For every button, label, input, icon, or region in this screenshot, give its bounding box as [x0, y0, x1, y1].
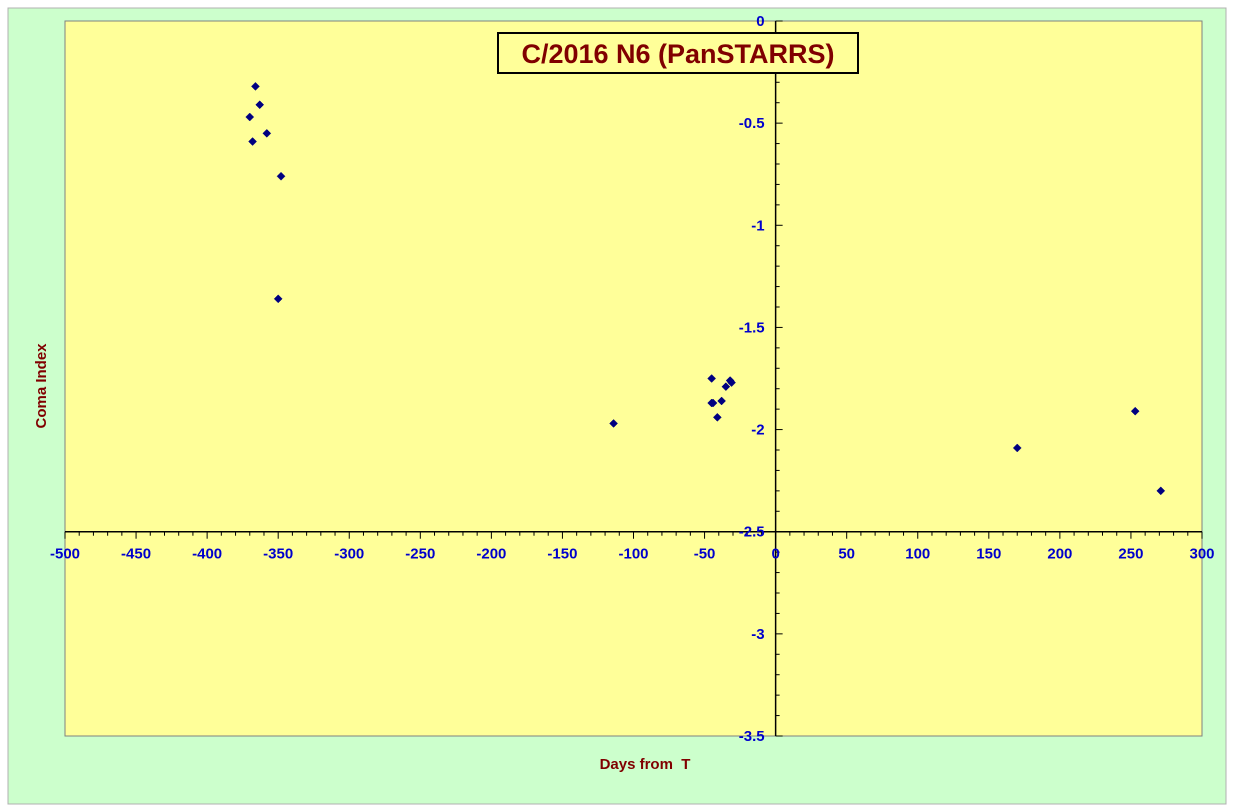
data-point: [1130, 406, 1140, 416]
data-point: [721, 382, 731, 392]
x-tick-label: 300: [1189, 546, 1214, 563]
x-tick-label: -100: [618, 546, 648, 563]
data-point: [273, 294, 283, 304]
data-point: [1156, 486, 1166, 496]
y-tick-label: -1: [751, 217, 764, 234]
x-tick-label: 0: [771, 546, 779, 563]
x-tick-label: -150: [547, 546, 577, 563]
y-tick-label: -1.5: [739, 319, 765, 336]
x-tick-label: 200: [1047, 546, 1072, 563]
chart-title-frame: [497, 32, 859, 74]
x-tick-label: 250: [1118, 546, 1143, 563]
x-tick-label: 50: [838, 546, 855, 563]
x-tick-label: -350: [263, 546, 293, 563]
chart-title-box: C/2016 N6 (PanSTARRS): [497, 32, 859, 74]
data-point: [609, 419, 618, 428]
axis-ticks: [64, 20, 1203, 737]
data-point: [1012, 443, 1022, 453]
data-point: [717, 396, 726, 406]
y-tick-labels: 0 -0.5 -1 -1.5 -2 -2.5 -3 -3.5: [739, 13, 765, 745]
x-axis-title: Days from T: [600, 756, 691, 773]
data-point: [727, 378, 736, 387]
x-tick-label: -400: [192, 546, 222, 563]
data-point: [245, 112, 255, 122]
data-point: [708, 398, 718, 408]
data-point: [255, 100, 265, 110]
data-point: [262, 129, 272, 138]
x-tick-label: 150: [976, 546, 1001, 563]
x-tick-label: -300: [334, 546, 364, 563]
y-tick-label: -3.5: [739, 728, 765, 745]
plot-area: [64, 20, 1203, 737]
x-tick-label: -450: [121, 546, 151, 563]
y-tick-label: -3: [751, 626, 764, 643]
x-tick-label: -200: [476, 546, 506, 563]
x-tick-label: -500: [50, 546, 80, 563]
data-point: [713, 412, 722, 422]
data-points: [245, 82, 1166, 496]
data-point: [276, 171, 286, 181]
chart-title: C/2016 N6 (PanSTARRS): [521, 39, 834, 69]
y-tick-label: -2.5: [739, 524, 765, 541]
y-axis-title: Coma Index: [33, 343, 50, 429]
x-tick-label: 100: [905, 546, 930, 563]
data-point: [707, 374, 717, 383]
x-tick-labels: -500 -450 -400 -350 -300 -250 -200 -150 -100 -50 0…: [50, 546, 1215, 563]
y-tick-label: 0: [756, 13, 764, 30]
data-point: [248, 137, 257, 146]
x-tick-label: -250: [405, 546, 435, 563]
y-tick-label: -0.5: [739, 115, 765, 132]
data-point: [251, 82, 260, 91]
y-tick-label: -2: [751, 422, 764, 439]
x-tick-label: -50: [694, 546, 716, 563]
